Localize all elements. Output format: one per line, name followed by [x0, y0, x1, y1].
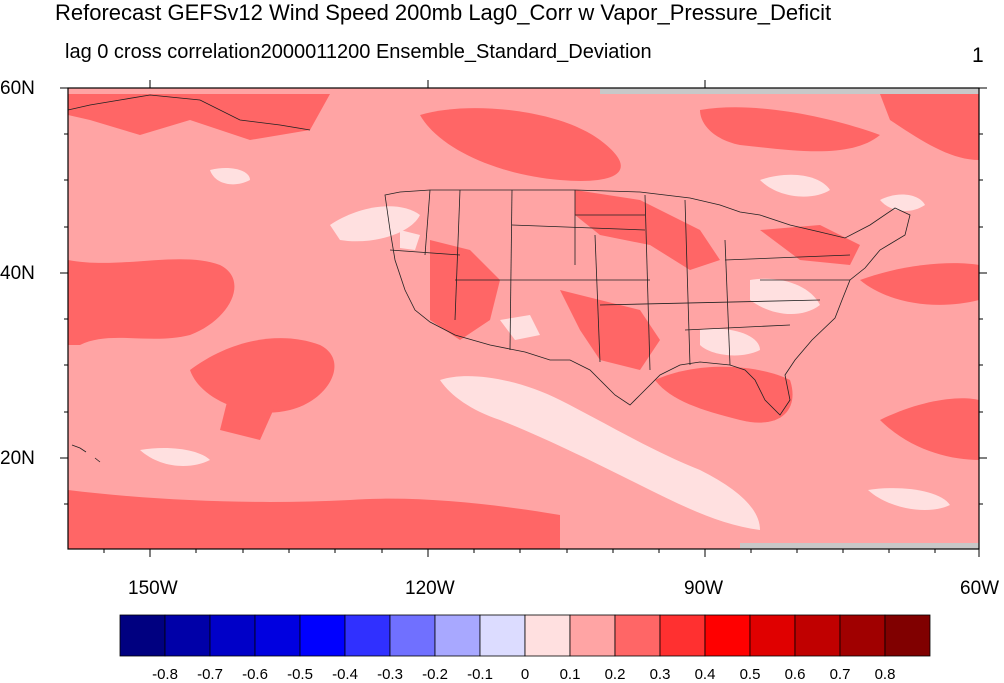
colorbar-tick-label: 0.2	[604, 666, 626, 683]
correlation-high-patches	[68, 94, 979, 549]
colorbar-swatch	[389, 614, 436, 657]
colorbar-tick-label: 0.5	[739, 666, 761, 683]
colorbar-swatch	[299, 614, 346, 657]
lat-label-20n: 20N	[0, 448, 35, 469]
colorbar-swatch	[254, 614, 301, 657]
colorbar-tick-label: -0.6	[242, 666, 268, 683]
colorbar-tick-label: 0	[520, 666, 530, 683]
colorbar-tick-label: 0.4	[694, 666, 716, 683]
lat-label-40n: 40N	[0, 263, 35, 284]
colorbar-swatch	[749, 614, 796, 657]
colorbar-tick-label: 0.6	[784, 666, 806, 683]
colorbar-swatch	[569, 614, 616, 657]
axis-ticks	[60, 80, 987, 557]
colorbar-swatch	[434, 614, 481, 657]
colorbar-tick-label: -0.2	[422, 666, 448, 683]
missing-area	[600, 88, 979, 94]
colorbar-swatch	[884, 614, 931, 657]
colorbar-tick-label: -0.1	[467, 666, 493, 683]
lon-label-90w: 90W	[684, 578, 724, 599]
colorbar-tick-label: 0.1	[559, 666, 581, 683]
panel-number: 1	[972, 44, 984, 67]
colorbar-swatch	[839, 614, 886, 657]
colorbar-tick-label: -0.7	[197, 666, 223, 683]
colorbar-swatch	[164, 614, 211, 657]
correlation-low-patches	[140, 168, 950, 530]
political-boundaries	[67, 94, 911, 463]
lon-label-60w: 60W	[960, 578, 1000, 599]
colorbar-tick-label: 0.7	[829, 666, 851, 683]
colorbar	[119, 614, 931, 657]
colorbar-tick-label: -0.5	[287, 666, 313, 683]
map-title: Reforecast GEFSv12 Wind Speed 200mb Lag0…	[55, 0, 832, 25]
colorbar-tick-label: -0.8	[152, 666, 178, 683]
lat-label-60n: 60N	[0, 78, 35, 99]
colorbar-swatch	[794, 614, 841, 657]
lon-label-150w: 150W	[128, 578, 178, 599]
colorbar-tick-label: 0.8	[874, 666, 896, 683]
colorbar-swatch	[209, 614, 256, 657]
missing-area	[740, 543, 979, 549]
colorbar-swatch	[479, 614, 526, 657]
map-subtitle: lag 0 cross correlation2000011200 Ensemb…	[65, 41, 652, 63]
colorbar-swatch	[659, 614, 706, 657]
colorbar-tick-label: 0.3	[649, 666, 671, 683]
colorbar-swatch	[524, 614, 571, 657]
lon-label-120w: 120W	[405, 578, 455, 599]
colorbar-swatch	[614, 614, 661, 657]
colorbar-swatch	[119, 614, 166, 657]
colorbar-swatch	[344, 614, 391, 657]
colorbar-tick-label: -0.3	[377, 666, 403, 683]
colorbar-swatch	[704, 614, 751, 657]
colorbar-tick-label: -0.4	[332, 666, 358, 683]
